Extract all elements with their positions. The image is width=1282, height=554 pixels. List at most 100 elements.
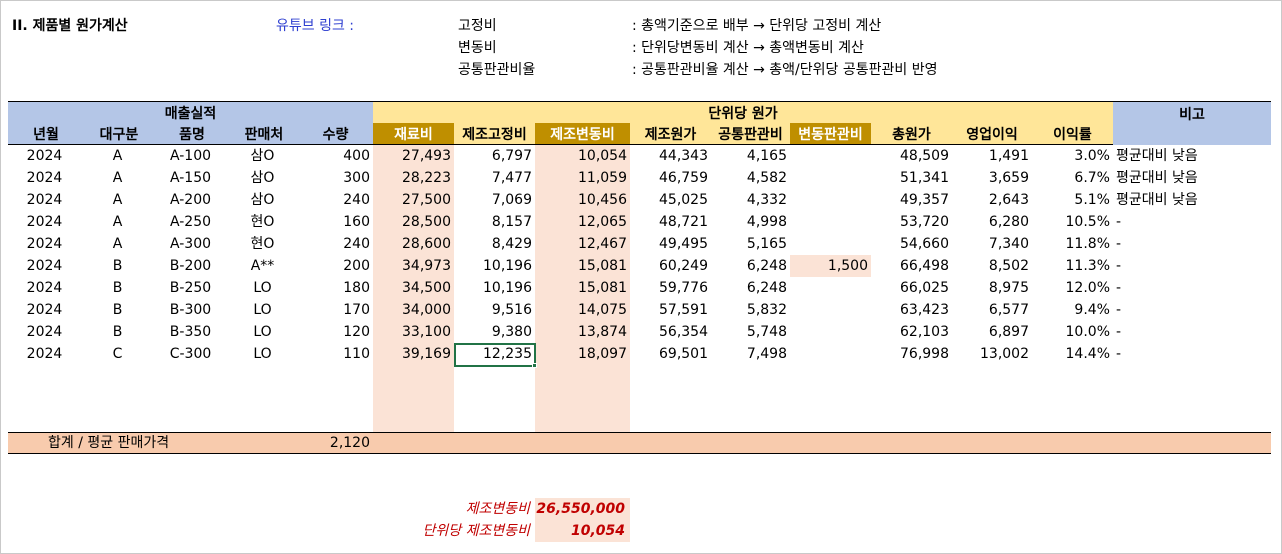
cell-remarks[interactable]: - bbox=[1116, 346, 1122, 362]
cell-year-month[interactable]: 2024 bbox=[26, 302, 63, 318]
cell-mfg-cost[interactable]: 44,343 bbox=[659, 148, 708, 164]
cell-quantity[interactable]: 110 bbox=[343, 346, 370, 362]
cell-category[interactable]: B bbox=[112, 280, 123, 296]
cell-operating-profit[interactable]: 1,491 bbox=[988, 148, 1029, 164]
cell-year-month[interactable]: 2024 bbox=[26, 258, 63, 274]
cell-common-sga[interactable]: 7,498 bbox=[746, 346, 787, 362]
cell-variable-sga[interactable] bbox=[790, 277, 868, 299]
cell-seller[interactable]: 현O bbox=[250, 236, 275, 252]
cell-common-sga[interactable]: 4,332 bbox=[746, 192, 787, 208]
cell-year-month[interactable]: 2024 bbox=[26, 346, 63, 362]
cell-mfg-cost[interactable]: 60,249 bbox=[659, 258, 708, 274]
cell-remarks[interactable]: 평균대비 낮음 bbox=[1116, 170, 1198, 186]
cell-material-cost[interactable]: 28,223 bbox=[402, 170, 451, 186]
cell-common-sga[interactable]: 5,832 bbox=[746, 302, 787, 318]
cell-total-cost[interactable]: 49,357 bbox=[900, 192, 949, 208]
cell-product-name[interactable]: A-300 bbox=[169, 236, 212, 252]
cell-mfg-cost[interactable]: 45,025 bbox=[659, 192, 708, 208]
cell-common-sga[interactable]: 5,165 bbox=[746, 236, 787, 252]
cell-year-month[interactable]: 2024 bbox=[26, 170, 63, 186]
cell-common-sga[interactable]: 6,248 bbox=[746, 280, 787, 296]
cell-product-name[interactable]: A-250 bbox=[169, 214, 212, 230]
cell-variable-sga[interactable] bbox=[790, 299, 868, 321]
cell-seller[interactable]: 삼O bbox=[250, 192, 275, 208]
cell-fixed-mfg-cost[interactable]: 7,069 bbox=[491, 192, 532, 208]
cell-profit-margin[interactable]: 3.0% bbox=[1074, 148, 1110, 164]
cell-variable-mfg-cost[interactable]: 15,081 bbox=[578, 258, 627, 274]
cell-remarks[interactable]: - bbox=[1116, 280, 1122, 296]
cell-profit-margin[interactable]: 6.7% bbox=[1074, 170, 1110, 186]
cell-category[interactable]: A bbox=[112, 236, 123, 252]
cell-variable-mfg-cost[interactable]: 10,054 bbox=[578, 148, 627, 164]
cell-operating-profit[interactable]: 8,502 bbox=[988, 258, 1029, 274]
cell-fixed-mfg-cost[interactable]: 10,196 bbox=[483, 280, 532, 296]
cell-variable-mfg-cost[interactable]: 11,059 bbox=[578, 170, 627, 186]
cell-profit-margin[interactable]: 11.3% bbox=[1065, 258, 1110, 274]
cell-profit-margin[interactable]: 14.4% bbox=[1065, 346, 1110, 362]
cell-category[interactable]: C bbox=[112, 346, 123, 362]
cell-common-sga[interactable]: 5,748 bbox=[746, 324, 787, 340]
cell-remarks[interactable]: 평균대비 낮음 bbox=[1116, 148, 1198, 164]
cell-category[interactable]: A bbox=[112, 214, 123, 230]
cell-seller[interactable]: LO bbox=[253, 280, 272, 296]
cell-remarks[interactable]: - bbox=[1116, 258, 1122, 274]
cell-category[interactable]: B bbox=[112, 302, 123, 318]
cell-product-name[interactable]: B-350 bbox=[169, 324, 212, 340]
cell-product-name[interactable]: B-200 bbox=[169, 258, 212, 274]
cell-variable-sga[interactable] bbox=[790, 167, 868, 189]
cell-remarks[interactable]: - bbox=[1116, 302, 1122, 318]
cell-variable-mfg-cost[interactable]: 18,097 bbox=[578, 346, 627, 362]
cell-category[interactable]: A bbox=[112, 170, 123, 186]
cell-seller[interactable]: LO bbox=[253, 346, 272, 362]
cell-material-cost[interactable]: 28,500 bbox=[402, 214, 451, 230]
cell-operating-profit[interactable]: 2,643 bbox=[988, 192, 1029, 208]
cell-year-month[interactable]: 2024 bbox=[26, 214, 63, 230]
cell-mfg-cost[interactable]: 57,591 bbox=[659, 302, 708, 318]
cell-mfg-cost[interactable]: 49,495 bbox=[659, 236, 708, 252]
cell-remarks[interactable]: - bbox=[1116, 236, 1122, 252]
cell-product-name[interactable]: B-250 bbox=[169, 280, 212, 296]
cell-mfg-cost[interactable]: 69,501 bbox=[659, 346, 708, 362]
cell-total-cost[interactable]: 66,025 bbox=[900, 280, 949, 296]
cell-remarks[interactable]: - bbox=[1116, 214, 1122, 230]
cell-product-name[interactable]: A-100 bbox=[169, 148, 212, 164]
cell-profit-margin[interactable]: 10.5% bbox=[1065, 214, 1110, 230]
cell-quantity[interactable]: 400 bbox=[343, 148, 370, 164]
cell-fixed-mfg-cost[interactable]: 6,797 bbox=[491, 148, 532, 164]
cell-mfg-cost[interactable]: 56,354 bbox=[659, 324, 708, 340]
cell-variable-mfg-cost[interactable]: 12,065 bbox=[578, 214, 627, 230]
cell-profit-margin[interactable]: 10.0% bbox=[1065, 324, 1110, 340]
cell-category[interactable]: A bbox=[112, 148, 123, 164]
cell-mfg-cost[interactable]: 59,776 bbox=[659, 280, 708, 296]
cell-fixed-mfg-cost[interactable]: 10,196 bbox=[483, 258, 532, 274]
cell-category[interactable]: A bbox=[112, 192, 123, 208]
cell-total-cost[interactable]: 62,103 bbox=[900, 324, 949, 340]
cell-remarks[interactable]: - bbox=[1116, 324, 1122, 340]
cell-operating-profit[interactable]: 6,577 bbox=[988, 302, 1029, 318]
cell-fixed-mfg-cost[interactable]: 8,157 bbox=[491, 214, 532, 230]
cell-variable-mfg-cost[interactable]: 13,874 bbox=[578, 324, 627, 340]
cell-total-cost[interactable]: 48,509 bbox=[900, 148, 949, 164]
cell-material-cost[interactable]: 34,500 bbox=[402, 280, 451, 296]
cell-seller[interactable]: 삼O bbox=[250, 148, 275, 164]
cell-category[interactable]: B bbox=[112, 258, 123, 274]
cell-material-cost[interactable]: 27,493 bbox=[402, 148, 451, 164]
cell-profit-margin[interactable]: 5.1% bbox=[1074, 192, 1110, 208]
cell-variable-sga[interactable]: 1,500 bbox=[827, 258, 868, 274]
cell-common-sga[interactable]: 4,165 bbox=[746, 148, 787, 164]
cell-material-cost[interactable]: 28,600 bbox=[402, 236, 451, 252]
cell-seller[interactable]: 삼O bbox=[250, 170, 275, 186]
cell-variable-sga[interactable] bbox=[790, 189, 868, 211]
cell-fixed-mfg-cost[interactable]: 7,477 bbox=[491, 170, 532, 186]
cell-year-month[interactable]: 2024 bbox=[26, 148, 63, 164]
cell-profit-margin[interactable]: 12.0% bbox=[1065, 280, 1110, 296]
cell-variable-sga[interactable] bbox=[790, 211, 868, 233]
cell-year-month[interactable]: 2024 bbox=[26, 192, 63, 208]
cell-operating-profit[interactable]: 8,975 bbox=[988, 280, 1029, 296]
fill-handle[interactable] bbox=[532, 363, 537, 368]
cell-product-name[interactable]: B-300 bbox=[169, 302, 212, 318]
cell-fixed-mfg-cost[interactable]: 12,235 bbox=[483, 346, 532, 362]
cell-quantity[interactable]: 170 bbox=[343, 302, 370, 318]
cell-common-sga[interactable]: 4,582 bbox=[746, 170, 787, 186]
cell-variable-sga[interactable] bbox=[790, 233, 868, 255]
